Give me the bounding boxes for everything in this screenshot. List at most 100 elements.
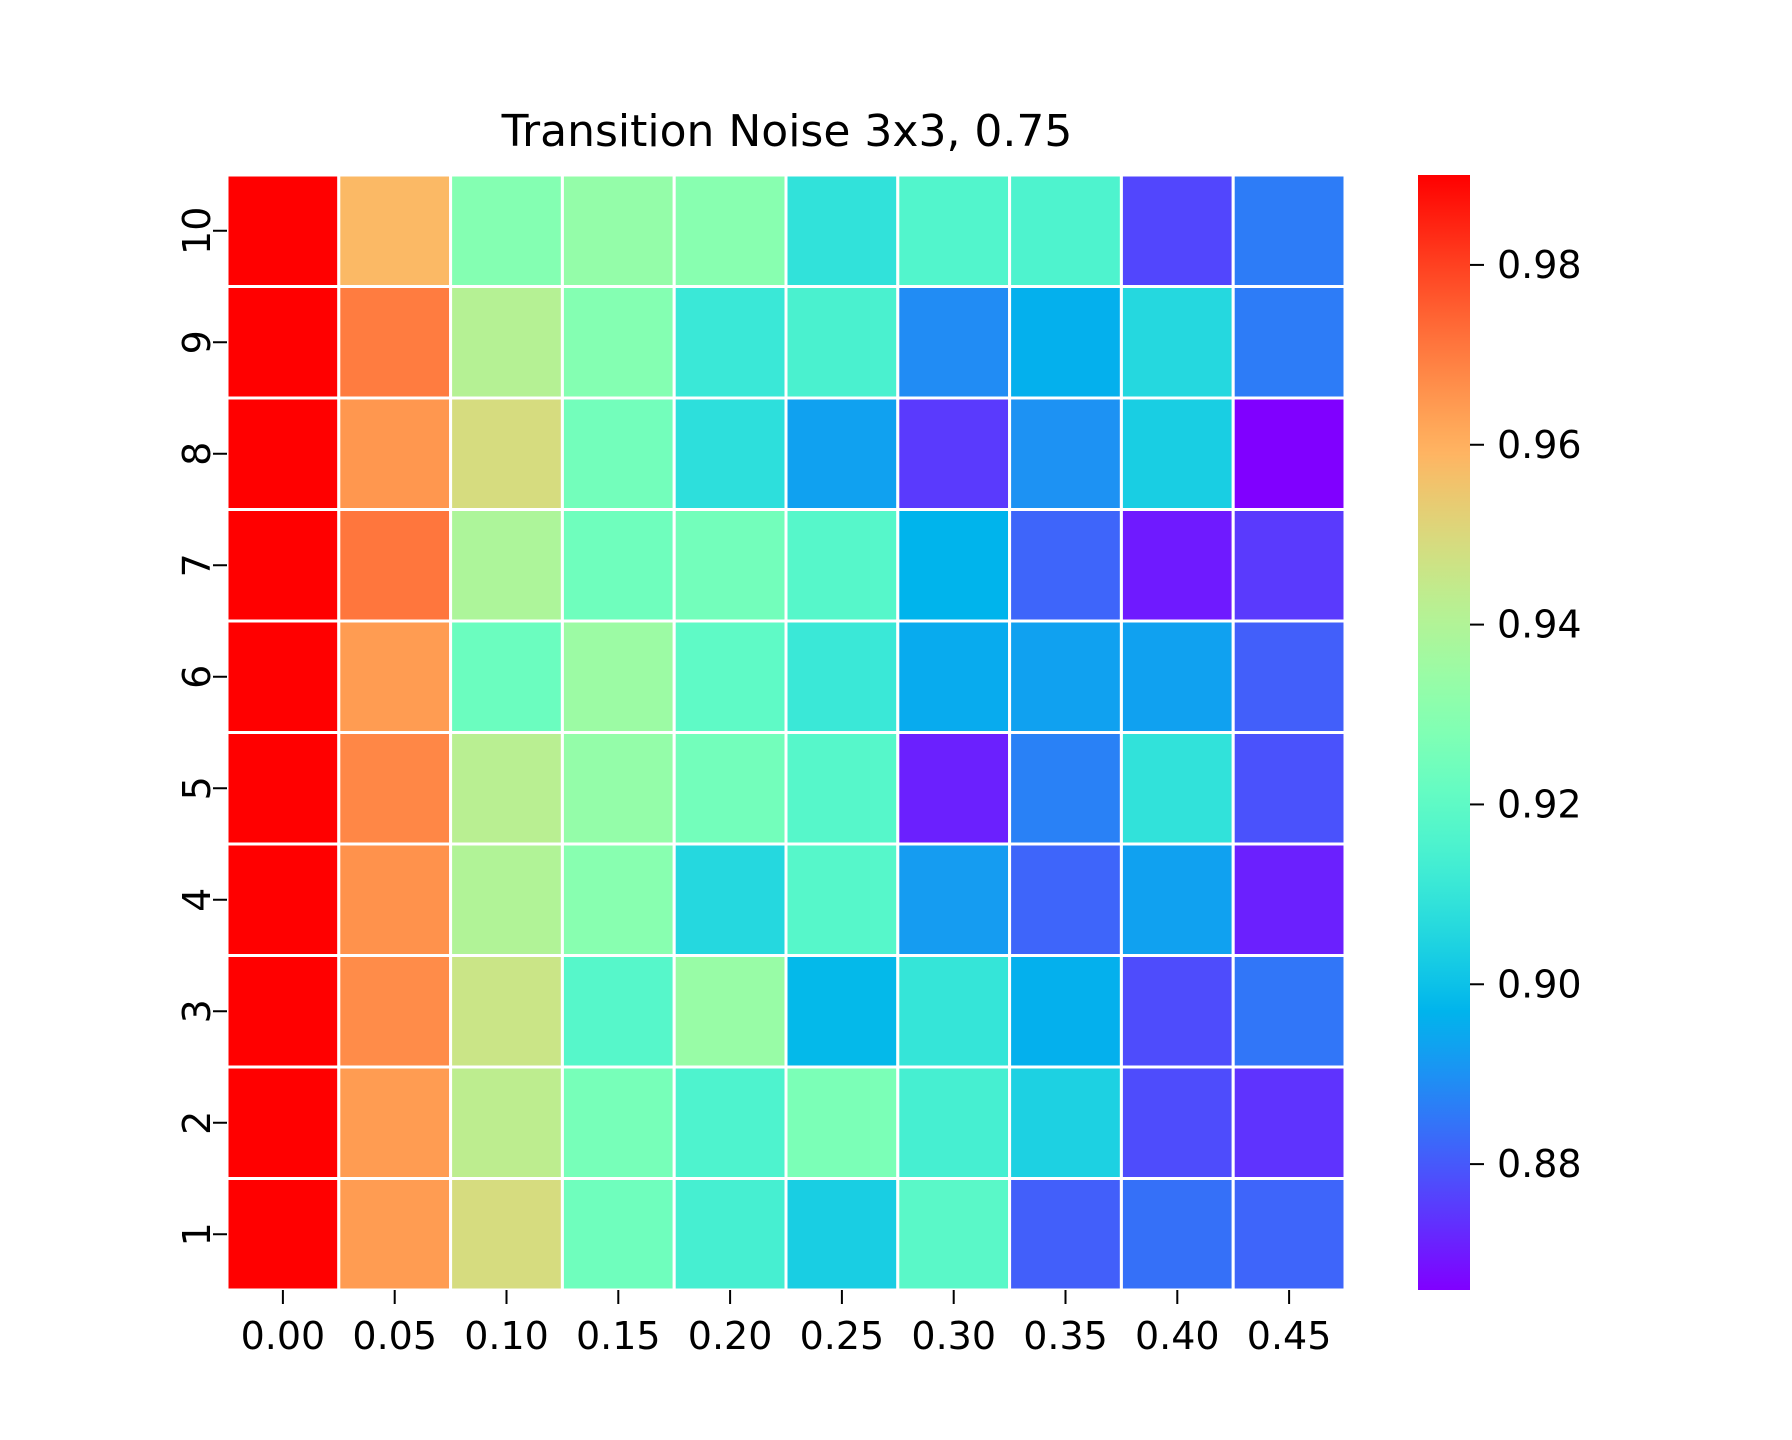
heatmap-cell	[1119, 396, 1235, 511]
heatmap-cell	[560, 1065, 676, 1180]
heatmap-cell	[1231, 173, 1347, 288]
x-tick-label: 0.40	[1135, 1314, 1220, 1358]
heatmap-cell	[1008, 842, 1123, 957]
heatmap-cell	[337, 396, 453, 511]
y-axis: 10 9 8 7 6 5 4 3 2 1	[175, 207, 227, 1246]
heatmap-cell	[560, 508, 676, 623]
heatmap-cell	[225, 285, 341, 400]
heatmap-cell	[672, 1065, 788, 1180]
y-tick-label: 2	[175, 1111, 219, 1135]
heatmap-cell	[449, 731, 564, 846]
heatmap-cell	[896, 508, 1012, 623]
heatmap-cell	[896, 173, 1012, 288]
heatmap-cell	[560, 1177, 676, 1292]
heatmap-cell	[1119, 1065, 1235, 1180]
colorbar-tick-label: 0.98	[1497, 243, 1582, 287]
y-tick-label: 9	[175, 330, 219, 354]
heatmap-cell	[896, 1177, 1012, 1292]
heatmap-cell	[449, 508, 564, 623]
heatmap-cell	[337, 173, 453, 288]
heatmap-cell	[784, 731, 900, 846]
heatmap-cell	[337, 954, 453, 1069]
heatmap-cell	[1231, 285, 1347, 400]
heatmap-cell	[784, 842, 900, 957]
colorbar-tick-label: 0.88	[1497, 1142, 1582, 1186]
heatmap-cell	[1231, 1065, 1347, 1180]
heatmap-cell	[1231, 508, 1347, 623]
heatmap-cell	[1231, 619, 1347, 734]
colorbar-gradient	[1418, 175, 1470, 1290]
heatmap-cell	[672, 842, 788, 957]
heatmap-cell	[225, 1065, 341, 1180]
heatmap-cell	[1119, 842, 1235, 957]
heatmap-cell	[1231, 842, 1347, 957]
heatmap-cell	[449, 954, 564, 1069]
heatmap-cell	[784, 1177, 900, 1292]
heatmap-cell	[896, 285, 1012, 400]
heatmap-cell	[1008, 619, 1123, 734]
heatmap-cell	[1119, 619, 1235, 734]
heatmap-cells	[225, 173, 1347, 1292]
y-tick-label: 7	[175, 553, 219, 577]
heatmap-cell	[896, 619, 1012, 734]
heatmap-cell	[449, 396, 564, 511]
heatmap-cell	[337, 619, 453, 734]
heatmap-cell	[672, 619, 788, 734]
x-tick-label: 0.10	[464, 1314, 549, 1358]
heatmap-cell	[337, 731, 453, 846]
heatmap-cell	[1008, 1065, 1123, 1180]
heatmap-cell	[449, 173, 564, 288]
heatmap-cell	[1231, 731, 1347, 846]
heatmap-cell	[672, 285, 788, 400]
y-tick-label: 10	[175, 207, 219, 255]
heatmap-cell	[449, 285, 564, 400]
heatmap-cell	[560, 842, 676, 957]
x-tick-label: 0.20	[688, 1314, 773, 1358]
colorbar-tick-label: 0.96	[1497, 423, 1582, 467]
heatmap-cell	[225, 619, 341, 734]
chart-title: Transition Noise 3x3, 0.75	[501, 106, 1073, 157]
y-tick-label: 6	[175, 665, 219, 689]
colorbar-tick-label: 0.94	[1497, 603, 1582, 647]
heatmap-cell	[337, 508, 453, 623]
heatmap-cell	[225, 1177, 341, 1292]
x-axis: 0.00 0.05 0.10 0.15 0.20 0.25 0.30 0.35 0.40 0.45	[241, 1290, 1331, 1358]
heatmap-cell	[672, 954, 788, 1069]
heatmap-cell	[1119, 508, 1235, 623]
x-tick-label: 0.00	[241, 1314, 326, 1358]
heatmap-cell	[672, 173, 788, 288]
heatmap-cell	[1008, 173, 1123, 288]
heatmap-cell	[225, 508, 341, 623]
heatmap-cell	[1231, 1177, 1347, 1292]
heatmap-cell	[560, 731, 676, 846]
y-tick-label: 5	[175, 776, 219, 800]
heatmap-cell	[449, 619, 564, 734]
heatmap-cell	[784, 1065, 900, 1180]
heatmap-cell	[672, 1177, 788, 1292]
heatmap-cell	[1119, 173, 1235, 288]
heatmap-cell	[1119, 731, 1235, 846]
colorbar: 0.88 0.90 0.92 0.94 0.96 0.98	[1418, 175, 1582, 1290]
heatmap-cell	[560, 954, 676, 1069]
x-tick-label: 0.15	[576, 1314, 661, 1358]
heatmap-cell	[784, 396, 900, 511]
heatmap-cell	[449, 842, 564, 957]
heatmap-cell	[784, 508, 900, 623]
heatmap-cell	[784, 173, 900, 288]
heatmap-cell	[672, 396, 788, 511]
heatmap-cell	[672, 508, 788, 623]
x-tick-label: 0.30	[911, 1314, 996, 1358]
heatmap-cell	[896, 954, 1012, 1069]
heatmap-cell	[560, 619, 676, 734]
heatmap-cell	[337, 1065, 453, 1180]
heatmap-cell	[1008, 396, 1123, 511]
heatmap-cell	[1231, 954, 1347, 1069]
heatmap-cell	[337, 285, 453, 400]
heatmap-cell	[560, 173, 676, 288]
colorbar-tick-label: 0.92	[1497, 782, 1582, 826]
heatmap-cell	[225, 842, 341, 957]
heatmap-cell	[449, 1177, 564, 1292]
heatmap-cell	[1231, 396, 1347, 511]
y-tick-label: 8	[175, 442, 219, 466]
